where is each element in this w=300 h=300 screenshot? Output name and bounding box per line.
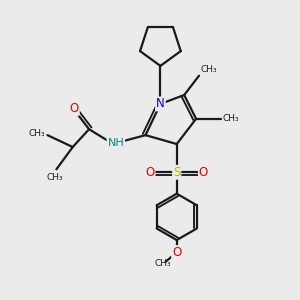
Text: CH₃: CH₃ xyxy=(28,129,45,138)
Text: NH: NH xyxy=(107,138,124,148)
Text: S: S xyxy=(173,166,180,179)
Text: O: O xyxy=(172,246,182,259)
Text: CH₃: CH₃ xyxy=(223,114,239,123)
Text: O: O xyxy=(70,102,79,115)
Text: CH₃: CH₃ xyxy=(46,173,63,182)
Text: O: O xyxy=(146,166,154,179)
Text: CH₃: CH₃ xyxy=(154,259,171,268)
Text: CH₃: CH₃ xyxy=(200,65,217,74)
Text: O: O xyxy=(199,166,208,179)
Text: N: N xyxy=(156,98,165,110)
